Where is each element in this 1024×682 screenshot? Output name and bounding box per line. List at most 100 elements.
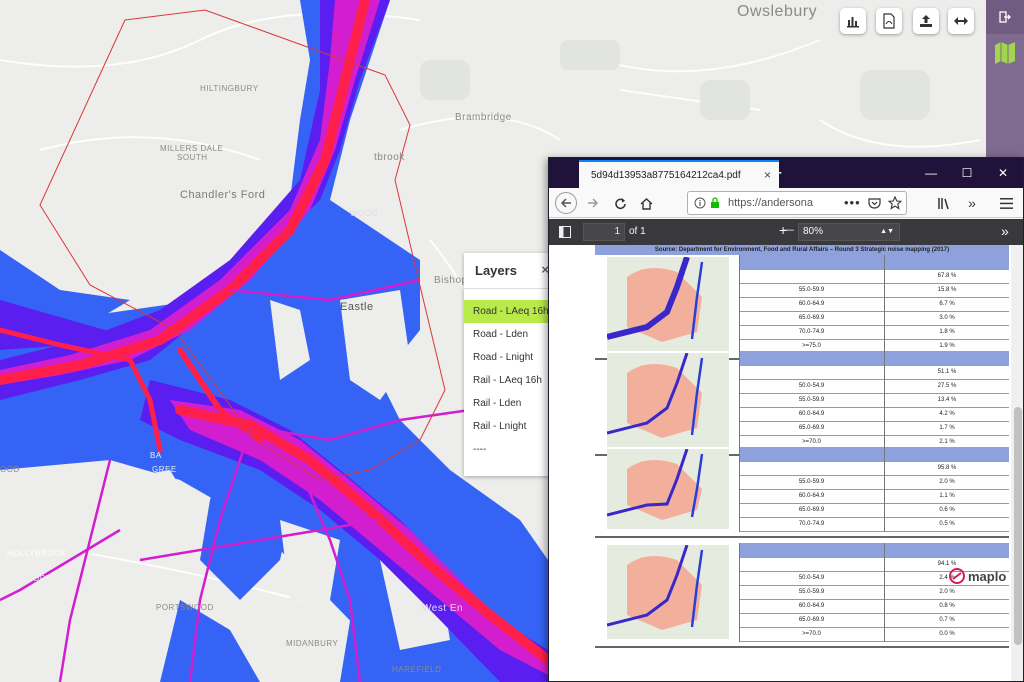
layer-item-road-lnight[interactable]: Road - Lnight <box>473 352 534 363</box>
percentage-value: 1.8 % <box>939 329 955 335</box>
home-icon <box>640 197 652 210</box>
table-row: 55.0-59.9 2.0 % <box>739 586 1009 600</box>
info-icon <box>694 197 706 209</box>
column-divider <box>884 543 885 642</box>
table-row: 60.0-64.9 4.2 % <box>739 408 1009 422</box>
noise-band-label: >=75.0 <box>802 343 821 349</box>
pocket-icon[interactable] <box>868 197 881 209</box>
map-icon <box>995 42 1015 64</box>
place-label: Owslebury <box>737 3 818 20</box>
new-tab-button[interactable]: + <box>771 162 783 183</box>
zoom-out-button[interactable]: — <box>783 224 794 236</box>
noise-band-label: 60.0-64.9 <box>798 301 825 307</box>
hamburger-menu-button[interactable] <box>995 192 1017 214</box>
map-view-button[interactable] <box>986 36 1024 70</box>
forward-button[interactable] <box>582 192 604 214</box>
block-separator <box>595 646 1009 648</box>
overflow-menu-button[interactable]: » <box>961 192 983 214</box>
back-button[interactable] <box>555 192 577 214</box>
home-button[interactable] <box>635 192 657 214</box>
hamburger-icon <box>999 197 1013 209</box>
table-row: 50.0-54.9 2.4 % <box>739 572 1009 586</box>
forward-arrow-icon <box>588 198 599 208</box>
bookmark-star-icon[interactable] <box>888 196 902 210</box>
percentage-value: 27.5 % <box>937 383 957 389</box>
library-icon <box>938 197 949 209</box>
pdf-viewer[interactable]: Source: Department for Environment, Food… <box>549 245 1023 681</box>
noise-band-label: 65.0-69.9 <box>798 617 825 623</box>
place-label: MILLERS DALE <box>160 144 224 153</box>
scrollbar[interactable] <box>1011 245 1023 681</box>
column-divider <box>739 255 740 354</box>
title-bar: 5d94d13953a8775164212ca4.pdf × + — ☐ ✕ <box>549 158 1023 188</box>
noise-band-label: 65.0-69.9 <box>798 425 825 431</box>
layers-panel: Layers × Road - LAeq 16h Road - Lden Roa… <box>464 253 554 476</box>
double-chevron-icon: » <box>968 195 976 211</box>
table-row: 60.0-64.9 1.1 % <box>739 490 1009 504</box>
url-text: https://andersona <box>728 197 814 209</box>
table-row: 65.0-69.9 0.7 % <box>739 614 1009 628</box>
column-divider <box>739 447 740 532</box>
percentage-value: 4.2 % <box>939 411 955 417</box>
resize-button[interactable] <box>948 8 974 34</box>
sidebar-toggle-icon[interactable] <box>559 226 571 238</box>
pdf-icon <box>883 13 895 29</box>
percentage-value: 51.1 % <box>937 369 957 375</box>
noise-band-label: 55.0-59.9 <box>798 287 825 293</box>
maximize-button[interactable]: ☐ <box>961 166 973 180</box>
layer-item-rail-laeq16h[interactable]: Rail - LAeq 16h <box>473 375 542 386</box>
page-number-input[interactable]: 1 <box>583 223 625 241</box>
noise-band-label: 65.0-69.9 <box>798 315 825 321</box>
percentage-value: 6.7 % <box>939 301 955 307</box>
place-label: OPPER <box>33 574 64 583</box>
pdf-export-button[interactable] <box>876 8 902 34</box>
page-actions-menu[interactable]: ••• <box>844 195 861 210</box>
column-divider <box>884 351 885 450</box>
percentage-value: 13.4 % <box>937 397 957 403</box>
table-row: 55.0-59.9 13.4 % <box>739 394 1009 408</box>
minimize-button[interactable]: — <box>925 166 937 180</box>
table-header-bar <box>739 351 1009 366</box>
table-row: 67.8 % <box>739 270 1009 284</box>
percentage-value: 2.0 % <box>939 589 955 595</box>
table-row: >=70.0 0.0 % <box>739 628 1009 642</box>
layer-item-none[interactable]: ---- <box>473 444 487 455</box>
percentage-value: 1.7 % <box>939 425 955 431</box>
scrollbar-thumb[interactable] <box>1014 407 1022 645</box>
upload-button[interactable] <box>913 8 939 34</box>
percentage-value: 0.0 % <box>939 631 955 637</box>
layer-item-road-lden[interactable]: Road - Lden <box>473 329 529 340</box>
tab-close-button[interactable]: × <box>763 168 771 182</box>
reload-button[interactable] <box>609 192 631 214</box>
layer-item-rail-lden[interactable]: Rail - Lden <box>473 398 522 409</box>
chart-icon-button[interactable] <box>840 8 866 34</box>
layer-item-road-laeq16h[interactable]: Road - LAeq 16h <box>464 300 554 323</box>
place-label: Eastle <box>340 301 374 313</box>
lock-icon <box>711 197 719 208</box>
nav-bar: https://andersona ••• » <box>549 188 1023 218</box>
percentage-value: 3.0 % <box>939 315 955 321</box>
table-row: 55.0-59.9 2.0 % <box>739 476 1009 490</box>
percentage-value: 95.8 % <box>937 465 957 471</box>
layer-item-rail-lnight[interactable]: Rail - Lnight <box>473 421 527 432</box>
percentage-value: 0.5 % <box>939 521 955 527</box>
percentage-value: 2.0 % <box>939 479 955 485</box>
table-row: 65.0-69.9 3.0 % <box>739 312 1009 326</box>
close-window-button[interactable]: ✕ <box>997 166 1009 180</box>
percentage-value: 67.8 % <box>937 273 957 279</box>
pdf-tools-button[interactable]: » <box>1001 223 1009 239</box>
area-thumbnail-map <box>607 257 729 351</box>
percentage-value: 2.4 % <box>939 575 955 581</box>
url-bar[interactable]: https://andersona ••• <box>687 191 907 215</box>
logout-button[interactable] <box>986 0 1024 34</box>
zoom-in-button[interactable]: + <box>779 222 788 238</box>
noise-band-label: 60.0-64.9 <box>798 411 825 417</box>
pdf-browser-window: 5d94d13953a8775164212ca4.pdf × + — ☐ ✕ h… <box>548 157 1024 682</box>
layers-close-button[interactable]: × <box>541 262 549 277</box>
percentage-value: 0.8 % <box>939 603 955 609</box>
browser-tab[interactable]: 5d94d13953a8775164212ca4.pdf × <box>579 160 779 188</box>
column-divider <box>884 447 885 532</box>
library-button[interactable] <box>933 192 955 214</box>
zoom-select[interactable]: 80% ▲▼ <box>798 223 900 241</box>
